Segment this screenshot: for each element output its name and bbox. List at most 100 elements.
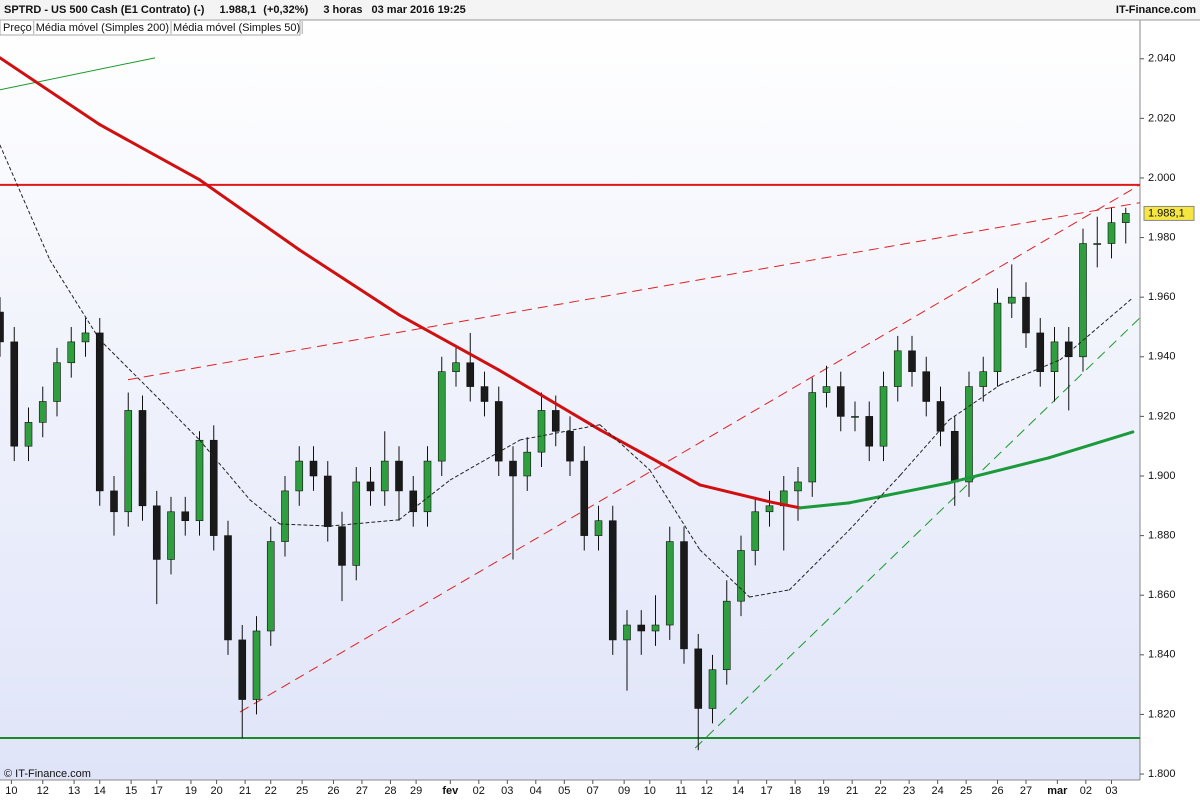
candle-body — [566, 430, 574, 462]
candle-body — [1022, 296, 1030, 334]
candle-body — [922, 371, 931, 402]
candle-body — [266, 541, 275, 632]
header-bar — [0, 0, 1200, 20]
moving-average — [768, 500, 802, 510]
legend-item: Média móvel (Simples 50) — [173, 22, 300, 34]
candle-body — [366, 481, 375, 492]
y-tick-label: 2.040 — [1148, 53, 1176, 65]
candle-body — [1050, 341, 1059, 372]
moving-average — [198, 178, 301, 252]
candle-body — [338, 526, 346, 566]
moving-average — [900, 419, 950, 476]
copyright: © IT-Finance.com — [4, 768, 91, 780]
moving-average — [847, 481, 951, 505]
candle-body — [893, 350, 902, 387]
candle-body — [908, 350, 916, 372]
candle-body — [110, 490, 118, 513]
y-tick-label: 1.920 — [1148, 410, 1176, 422]
y-tick-label: 2.000 — [1148, 172, 1176, 184]
y-tick-label: 1.860 — [1148, 589, 1176, 601]
moving-average — [49, 259, 101, 341]
timeframe: 3 horas — [323, 4, 362, 16]
moving-average — [1047, 430, 1135, 460]
x-tick-label: 02 — [1080, 785, 1092, 797]
y-tick-label: 1.880 — [1148, 530, 1176, 542]
candle-body — [124, 410, 133, 513]
x-tick-label: 27 — [356, 785, 368, 797]
last-price: 1.988,1 — [220, 4, 257, 16]
moving-average — [598, 428, 702, 487]
legend-item: Preço — [3, 22, 32, 34]
candle-body — [979, 371, 988, 387]
x-tick-label: 25 — [960, 785, 972, 797]
x-tick-label: 21 — [846, 785, 858, 797]
candle-body — [238, 639, 247, 700]
y-tick-label: 1.960 — [1148, 291, 1176, 303]
legend-box — [0, 19, 301, 36]
x-tick-label: 07 — [587, 785, 599, 797]
candle-body — [851, 416, 859, 418]
moving-average — [649, 469, 701, 551]
moving-average — [999, 359, 1061, 386]
moving-average — [398, 479, 451, 521]
x-tick-label: 03 — [1105, 785, 1117, 797]
candle-body — [523, 451, 532, 477]
x-tick-label: 29 — [410, 785, 422, 797]
candle-body — [694, 648, 703, 709]
candle-body — [452, 362, 460, 372]
x-tick-label: 13 — [68, 785, 80, 797]
moving-average — [0, 144, 51, 261]
x-tick-label: 10 — [5, 785, 17, 797]
x-tick-label: 18 — [789, 785, 801, 797]
plot — [0, 56, 1141, 751]
x-tick-label: 22 — [875, 785, 887, 797]
candle-body — [509, 460, 517, 477]
candle-body — [623, 624, 631, 641]
timestamp: 03 mar 2016 19:25 — [372, 4, 466, 16]
y-tick-label: 2.020 — [1148, 112, 1176, 124]
trendline — [127, 202, 1141, 381]
candle-body — [765, 505, 774, 513]
moving-average — [798, 501, 851, 510]
candle-body — [936, 401, 945, 432]
moving-average — [848, 474, 902, 531]
candle-body — [209, 439, 218, 536]
candle-body — [608, 520, 617, 641]
y-tick-label: 1.940 — [1148, 351, 1176, 363]
candle-body — [167, 511, 175, 560]
brand: IT-Finance.com — [1116, 4, 1196, 16]
y-tick-label: 1.840 — [1148, 649, 1176, 661]
candle-body — [708, 669, 717, 709]
x-tick-label: 27 — [1020, 785, 1032, 797]
candle-body — [879, 386, 888, 447]
moving-average — [98, 123, 201, 182]
moving-average — [99, 339, 151, 391]
x-tick-label: fev — [442, 785, 459, 797]
candle-body — [323, 475, 332, 527]
moving-average — [249, 499, 281, 525]
candle-body — [580, 460, 589, 536]
candle-body — [466, 362, 475, 387]
x-tick-label: 22 — [265, 785, 277, 797]
moving-average — [0, 56, 102, 127]
x-tick-label: 26 — [327, 785, 339, 797]
candle-body — [38, 401, 47, 423]
candle-body — [722, 600, 731, 671]
candle-body — [836, 386, 845, 417]
x-tick-label: 20 — [210, 785, 222, 797]
x-tick-label: 09 — [618, 785, 630, 797]
moving-average — [397, 313, 501, 372]
candle-body — [751, 511, 760, 551]
x-tick-label: 26 — [991, 785, 1003, 797]
x-tick-label: 14 — [732, 785, 744, 797]
candle-body — [480, 386, 489, 402]
candle-body — [551, 410, 560, 432]
moving-average — [749, 589, 790, 598]
candle-body — [1121, 213, 1130, 223]
candle-body — [252, 630, 261, 700]
x-tick-label: 11 — [675, 785, 686, 797]
candle-body — [67, 341, 76, 364]
candle-body — [993, 302, 1002, 372]
candle-body — [680, 541, 688, 650]
candle-body — [380, 460, 389, 492]
